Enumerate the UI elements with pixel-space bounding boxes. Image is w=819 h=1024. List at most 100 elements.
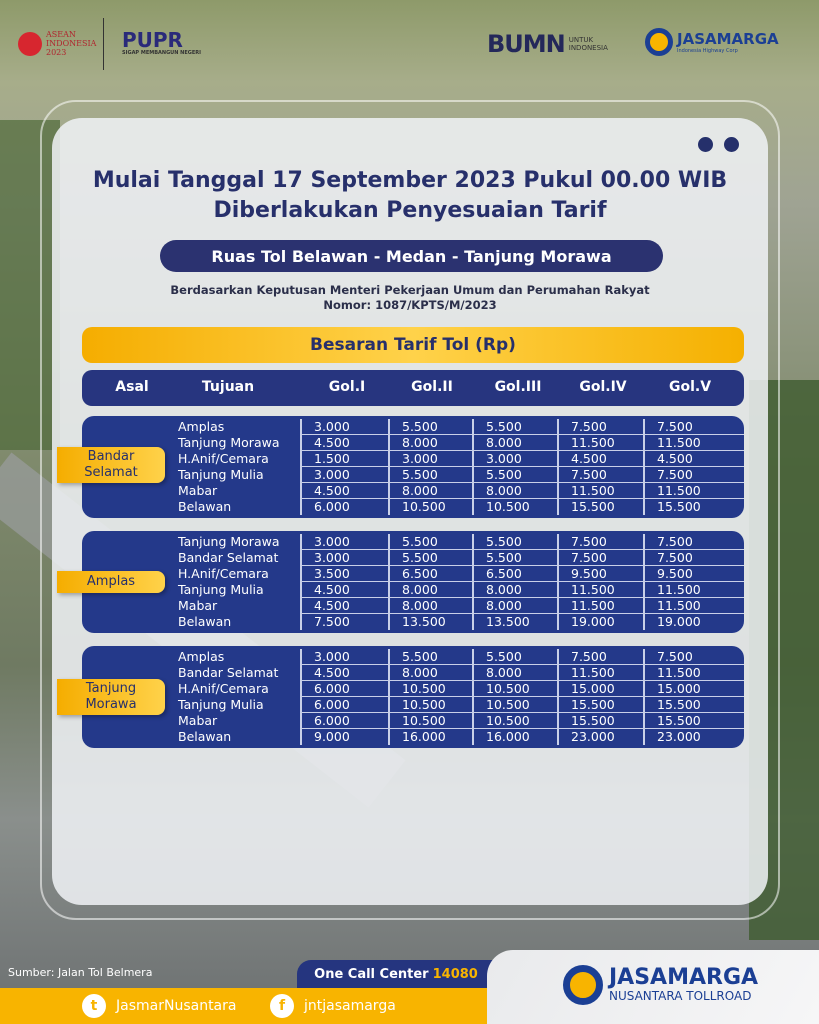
tariff-cell: 11.500 (643, 582, 744, 598)
destination: Mabar (178, 713, 218, 728)
footer-bar (0, 988, 495, 1024)
tariff-cell: 9.500 (643, 566, 744, 582)
tariff-cell: 4.500 (643, 451, 744, 467)
brand-panel (487, 950, 819, 1024)
tariff-cell: 6.000 (300, 697, 388, 713)
destination: Tanjung Mulia (178, 582, 264, 597)
column-header: Gol.I (328, 379, 366, 395)
destination: Amplas (178, 649, 225, 664)
tariff-cell: 8.000 (472, 598, 557, 614)
destination: Belawan (178, 614, 232, 629)
tariff-cell: 19.000 (643, 614, 744, 630)
tariff-cell: 16.000 (388, 729, 472, 745)
destination: Tanjung Mulia (178, 697, 264, 712)
tariff-cell: 13.500 (472, 614, 557, 630)
basis-text: Berdasarkan Keputusan Menteri Pekerjaan … (170, 283, 650, 297)
tariff-cell: 11.500 (643, 435, 744, 451)
tariff-cell: 7.500 (643, 467, 744, 483)
tariff-cell: 4.500 (300, 598, 388, 614)
tariff-cell: 3.500 (300, 566, 388, 582)
tariff-group: Amplas 3.000 5.500 5.500 7.500 7.500 Bandar Se… (82, 646, 744, 748)
tariff-cell: 8.000 (472, 582, 557, 598)
tariff-cell: 11.500 (557, 665, 643, 681)
destination: Mabar (178, 598, 218, 613)
table-header: Asal Tujuan Gol.I Gol.II Gol.III Gol.IV … (82, 370, 744, 406)
tariff-cell: 6.000 (300, 713, 388, 729)
destination: Tanjung Morawa (178, 435, 280, 450)
tariff-cell: 7.500 (643, 649, 744, 665)
tariff-cell: 5.500 (472, 419, 557, 435)
tariff-cell: 5.500 (388, 649, 472, 665)
tariff-cell: 5.500 (472, 550, 557, 566)
tariff-group: Amplas 3.000 5.500 5.500 7.500 7.500 Tanjung M… (82, 416, 744, 518)
tariff-cell: 6.500 (388, 566, 472, 582)
twitter-link[interactable]: t JasmarNusantara (82, 994, 236, 1018)
tariff-cell: 4.500 (300, 483, 388, 499)
table-row: Mabar 6.000 10.500 10.500 15.500 15.500 (82, 713, 744, 729)
table-row: H.Anif/Cemara 6.000 10.500 10.500 15.000 15.0… (82, 681, 744, 697)
jasamarga-emblem-icon (645, 28, 673, 56)
tariff-cell: 23.000 (557, 729, 643, 745)
facebook-handle: jntjasamarga (304, 998, 396, 1014)
tariff-cell: 9.500 (557, 566, 643, 582)
origin-label: Tanjung Morawa (57, 679, 165, 715)
table-row: Belawan 9.000 16.000 16.000 23.000 23.000 (82, 729, 744, 745)
tariff-cell: 11.500 (643, 483, 744, 499)
tariff-cell: 8.000 (388, 435, 472, 451)
twitter-icon: t (82, 994, 106, 1018)
tariff-cell: 7.500 (557, 550, 643, 566)
destination: H.Anif/Cemara (178, 566, 269, 581)
jnt-logo: JASAMARGA NUSANTARA TOLLROAD (563, 965, 758, 1005)
tariff-cell: 7.500 (557, 649, 643, 665)
twitter-handle: JasmarNusantara (116, 998, 237, 1014)
tariff-cell: 5.500 (388, 550, 472, 566)
tariff-cell: 5.500 (388, 534, 472, 550)
call-center-number: 14080 (432, 966, 478, 982)
table-row: Bandar Selamat 3.000 5.500 5.500 7.500 7.500 (82, 550, 744, 566)
table-title: Besaran Tarif Tol (Rp) (82, 327, 744, 363)
tariff-cell: 7.500 (557, 419, 643, 435)
tariff-cell: 9.000 (300, 729, 388, 745)
tariff-cell: 8.000 (388, 582, 472, 598)
tariff-cell: 11.500 (557, 483, 643, 499)
page-title: Mulai Tanggal 17 September 2023 Pukul 00… (92, 168, 728, 193)
jasamarga-emblem-icon (563, 965, 603, 1005)
tariff-cell: 10.500 (472, 499, 557, 515)
tariff-cell: 3.000 (300, 534, 388, 550)
destination: Tanjung Mulia (178, 467, 264, 482)
tariff-cell: 15.500 (557, 697, 643, 713)
tariff-cell: 11.500 (557, 598, 643, 614)
table-row: H.Anif/Cemara 3.500 6.500 6.500 9.500 9.500 (82, 566, 744, 582)
tariff-cell: 3.000 (300, 649, 388, 665)
table-row: Tanjung Mulia 4.500 8.000 8.000 11.500 11.500 (82, 582, 744, 598)
destination: Bandar Selamat (178, 665, 279, 680)
tariff-cell: 8.000 (388, 665, 472, 681)
tariff-cell: 8.000 (472, 483, 557, 499)
tariff-cell: 11.500 (643, 665, 744, 681)
tariff-cell: 4.500 (300, 665, 388, 681)
tariff-cell: 3.000 (300, 467, 388, 483)
tariff-cell: 3.000 (388, 451, 472, 467)
decree-number: Nomor: 1087/KPTS/M/2023 (323, 298, 497, 312)
table-row: Bandar Selamat 4.500 8.000 8.000 11.500 11.50… (82, 665, 744, 681)
tariff-cell: 6.000 (300, 499, 388, 515)
call-center-label: One Call Center (314, 966, 429, 982)
tariff-cell: 3.000 (472, 451, 557, 467)
tariff-cell: 7.500 (557, 534, 643, 550)
table-row: Tanjung Mulia 3.000 5.500 5.500 7.500 7.500 (82, 467, 744, 483)
destination: Belawan (178, 499, 232, 514)
tariff-cell: 15.500 (643, 697, 744, 713)
tariff-cell: 11.500 (557, 582, 643, 598)
facebook-icon: f (270, 994, 294, 1018)
table-row: Mabar 4.500 8.000 8.000 11.500 11.500 (82, 598, 744, 614)
column-header: Gol.II (411, 379, 453, 395)
tariff-cell: 10.500 (472, 681, 557, 697)
table-row: Belawan 6.000 10.500 10.500 15.500 15.500 (82, 499, 744, 515)
column-header: Gol.III (494, 379, 542, 395)
tariff-cell: 6.500 (472, 566, 557, 582)
column-header: Tujuan (201, 379, 255, 395)
tariff-cell: 7.500 (643, 419, 744, 435)
column-header: Asal (115, 379, 149, 395)
facebook-link[interactable]: f jntjasamarga (270, 994, 396, 1018)
tariff-cell: 15.500 (643, 713, 744, 729)
